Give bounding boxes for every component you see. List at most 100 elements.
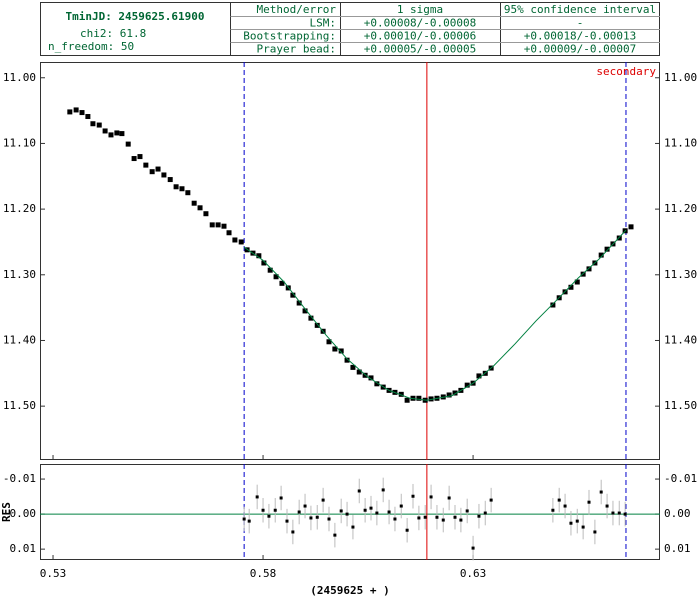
residual-point — [267, 514, 271, 518]
residual-point — [315, 515, 319, 519]
residual-point — [465, 509, 469, 513]
residual-point — [369, 506, 373, 510]
data-point — [85, 114, 91, 120]
data-point — [261, 260, 267, 266]
data-point — [256, 253, 262, 259]
y-tick-label: -0.01 — [3, 472, 36, 485]
residual-point — [459, 518, 463, 522]
data-point — [191, 200, 197, 206]
y-tick-label: 0.01 — [664, 542, 691, 555]
data-point — [226, 230, 232, 236]
data-point — [416, 395, 422, 401]
table-cell: 1 sigma — [397, 3, 443, 16]
residual-point — [581, 525, 585, 529]
data-point — [119, 131, 125, 137]
table-cell: +0.00008/-0.00008 — [364, 17, 477, 30]
residual-point — [599, 490, 603, 494]
data-point — [179, 186, 185, 192]
y-tick-label: 0.01 — [10, 542, 37, 555]
residual-point — [575, 519, 579, 523]
residual-point — [309, 516, 313, 520]
data-point — [446, 392, 452, 398]
residual-point — [261, 508, 265, 512]
table-cell: 95% confidence interval — [504, 3, 656, 16]
data-point — [108, 132, 114, 138]
data-point — [90, 121, 96, 127]
residual-point — [405, 528, 409, 532]
data-point — [197, 205, 203, 211]
data-point — [308, 315, 314, 321]
chi2: chi2: 61.8 — [80, 27, 146, 40]
data-point — [290, 292, 296, 298]
residual-point — [303, 504, 307, 508]
data-point — [137, 154, 143, 160]
data-point — [398, 391, 404, 397]
residual-point — [563, 504, 567, 508]
table-cell: +0.00009/-0.00007 — [524, 43, 637, 56]
data-point — [279, 280, 285, 286]
data-point — [102, 128, 108, 134]
residual-point — [569, 521, 573, 525]
residual-point — [557, 498, 561, 502]
data-point — [476, 373, 482, 379]
data-point — [362, 372, 368, 378]
table-cell: Bootstrapping: — [243, 30, 336, 43]
n-freedom: n_freedom: 50 — [48, 40, 134, 53]
data-point — [79, 110, 85, 116]
y-tick-label: 11.20 — [3, 202, 36, 215]
y-tick-label: 11.40 — [3, 333, 36, 346]
residual-point — [381, 488, 385, 492]
residual-point — [477, 514, 481, 518]
data-point — [326, 339, 332, 345]
y-tick-label: 11.30 — [3, 268, 36, 281]
y-tick-label: 0.00 — [664, 507, 691, 520]
y-tick-label: 11.30 — [664, 268, 697, 281]
residual-point — [611, 511, 615, 515]
residual-point — [321, 498, 325, 502]
data-point — [203, 211, 209, 217]
y-tick-label: 11.50 — [3, 399, 36, 412]
main-frame — [40, 62, 660, 460]
data-point — [273, 274, 279, 280]
residual-point — [429, 495, 433, 499]
residual-point — [453, 515, 457, 519]
data-point — [221, 223, 227, 229]
annotation: secondary — [596, 65, 656, 78]
data-point — [96, 122, 102, 128]
y-tick-label: -0.01 — [664, 472, 697, 485]
table-cell: +0.00018/-0.00013 — [524, 30, 637, 43]
data-point — [114, 130, 120, 136]
table-cell: Prayer bead: — [257, 43, 336, 56]
data-point — [131, 156, 137, 162]
y-tick-label: 11.20 — [664, 202, 697, 215]
table-cell: LSM: — [310, 17, 337, 30]
y-tick-label: 11.00 — [3, 71, 36, 84]
x-axis-label: (2459625 + ) — [310, 584, 389, 597]
residual-point — [551, 508, 555, 512]
residual-point — [285, 519, 289, 523]
data-point — [568, 284, 574, 290]
data-point — [238, 239, 244, 245]
data-point — [586, 266, 592, 272]
residual-frame — [40, 464, 660, 560]
data-point — [155, 166, 161, 172]
residual-point — [333, 533, 337, 537]
residual-point — [441, 518, 445, 522]
residual-point — [273, 508, 277, 512]
residual-point — [375, 511, 379, 515]
table-cell: +0.00010/-0.00006 — [364, 30, 477, 43]
data-point — [464, 382, 470, 388]
table-cell: - — [577, 17, 584, 30]
data-point — [215, 222, 221, 228]
x-tick-label: 0.58 — [250, 567, 277, 580]
data-point — [368, 375, 374, 381]
residual-point — [471, 546, 475, 550]
y-tick-label: 11.00 — [664, 71, 697, 84]
data-point — [332, 346, 338, 352]
table-cell: Method/error — [257, 3, 337, 16]
data-point — [167, 177, 173, 183]
data-point — [161, 172, 167, 178]
data-point — [350, 364, 356, 370]
data-point — [338, 348, 344, 354]
x-tick-label: 0.63 — [460, 567, 487, 580]
